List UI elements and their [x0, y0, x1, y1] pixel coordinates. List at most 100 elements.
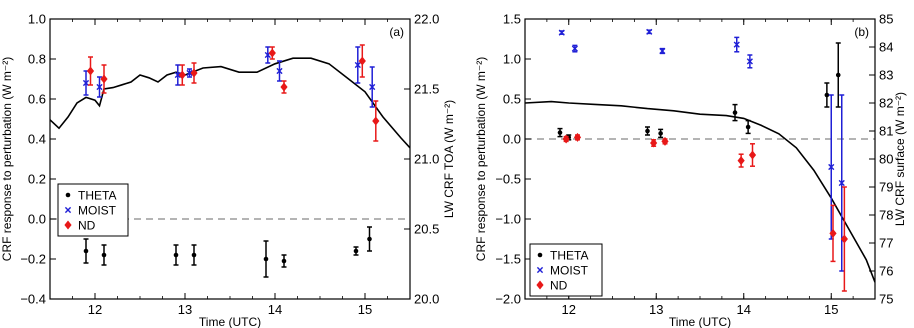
x-tick-label: 14: [737, 302, 751, 317]
y-tick-label: −2.0: [495, 292, 521, 307]
legend-marker: [537, 252, 543, 258]
legend-label: MOIST: [550, 264, 589, 278]
theta-point: [745, 124, 751, 130]
y-axis-label: CRF response to perturbation (W m⁻²): [0, 57, 14, 261]
x-tick-label: 13: [649, 302, 663, 317]
y2-axis-label: LW CRF TOA (W m⁻²): [442, 100, 456, 218]
y2-tick-label: 21.5: [414, 82, 439, 97]
x-axis-label: Time (UTC): [669, 315, 731, 328]
y2-tick-label: 82: [879, 96, 893, 111]
moist-point: [369, 83, 376, 91]
y-tick-label: 1.0: [503, 52, 521, 67]
y2-tick-label: 77: [879, 236, 893, 251]
moist-point: [838, 179, 845, 187]
moist-point: [733, 41, 740, 48]
nd-point: [178, 70, 186, 80]
y2-tick-label: 80: [879, 152, 893, 167]
theta-point: [281, 258, 287, 264]
data-layer: [525, 28, 875, 292]
y-tick-label: −1.5: [495, 252, 521, 267]
y2-tick-label: 20.0: [414, 292, 439, 307]
x-tick-label: 12: [88, 302, 102, 317]
nd-point: [86, 66, 95, 76]
y2-tick-label: 85: [879, 12, 893, 27]
y-tick-label: 0.0: [28, 212, 46, 227]
y2-tick-label: 21.0: [414, 152, 439, 167]
legend-label: MOIST: [78, 204, 117, 218]
theta-point: [367, 236, 372, 242]
nd-point: [737, 156, 745, 166]
y2-tick-label: 76: [879, 264, 893, 279]
nd-point: [650, 138, 658, 148]
y2-tick-label: 83: [879, 68, 893, 83]
panel-label: (a): [389, 25, 404, 39]
moist-point: [646, 28, 653, 35]
y2-tick-label: 81: [879, 124, 893, 139]
legend-marker: [536, 280, 544, 290]
nd-point: [100, 74, 108, 84]
y-tick-label: −0.5: [495, 172, 521, 187]
y-tick-label: 1.0: [28, 12, 46, 27]
y-tick-label: 0.0: [503, 132, 521, 147]
nd-point: [190, 68, 198, 78]
nd-point: [748, 150, 757, 160]
nd-point: [372, 116, 380, 126]
theta-point: [732, 110, 738, 115]
y-tick-label: 0.8: [28, 52, 46, 67]
legend-marker: [65, 192, 71, 198]
nd-point: [358, 56, 366, 66]
nd-point: [829, 228, 837, 238]
theta-point: [191, 252, 197, 258]
series-line: [50, 57, 410, 149]
nd-point: [661, 136, 669, 146]
theta-point: [835, 72, 841, 78]
y-tick-label: −1.0: [495, 212, 521, 227]
x-tick-label: 12: [562, 302, 576, 317]
y2-tick-label: 20.5: [414, 222, 439, 237]
nd-point: [280, 82, 288, 92]
y2-axis-label: LW CRF surface (W m⁻²): [893, 92, 907, 226]
legend-label: ND: [78, 219, 96, 233]
x-tick-label: 15: [824, 302, 838, 317]
nd-point: [562, 134, 570, 144]
theta-point: [824, 92, 830, 98]
y2-tick-label: 79: [879, 180, 893, 195]
legend-label: THETA: [550, 249, 588, 263]
panel-b: 12 13 14 15 −2.0 −1.5 −1.0 −0.5 0.0 0.5 1.0 1.5 75 76…: [474, 12, 907, 328]
theta-point: [353, 248, 359, 254]
y2-tick-label: 84: [879, 40, 893, 55]
moist-point: [174, 71, 181, 79]
y-tick-label: 0.5: [503, 92, 521, 107]
nd-point: [573, 132, 582, 142]
moist-point: [276, 67, 283, 75]
theta-point: [645, 128, 650, 134]
panel-a: 12 13 14 15 −0.4 −0.2 0.0 0.2 0.4 0.6 0.8 1.0 20.0 20…: [0, 12, 456, 328]
y2-tick-label: 78: [879, 208, 893, 223]
y-tick-label: 0.4: [28, 132, 46, 147]
moist-point: [186, 69, 193, 77]
legend-marker: [536, 266, 544, 274]
x-tick-label: 13: [178, 302, 192, 317]
y2-tick-label: 75: [879, 292, 893, 307]
nd-point: [268, 48, 276, 58]
theta-point: [83, 248, 89, 254]
x-tick-label: 15: [358, 302, 372, 317]
y-tick-label: 1.5: [503, 12, 521, 27]
panel-label: (b): [854, 25, 869, 39]
y-tick-label: −0.2: [20, 252, 46, 267]
theta-point: [263, 256, 269, 262]
legend-label: THETA: [78, 189, 116, 203]
y-axis-label: CRF response to perturbation (W m⁻²): [474, 57, 488, 261]
moist-point: [354, 61, 361, 69]
moist-point: [82, 79, 90, 87]
moist-point: [571, 45, 578, 52]
x-tick-label: 14: [268, 302, 282, 317]
theta-point: [658, 131, 663, 136]
data-layer: [50, 44, 410, 278]
moist-point: [746, 58, 753, 65]
theta-point: [101, 252, 107, 258]
moist-point: [828, 163, 835, 171]
